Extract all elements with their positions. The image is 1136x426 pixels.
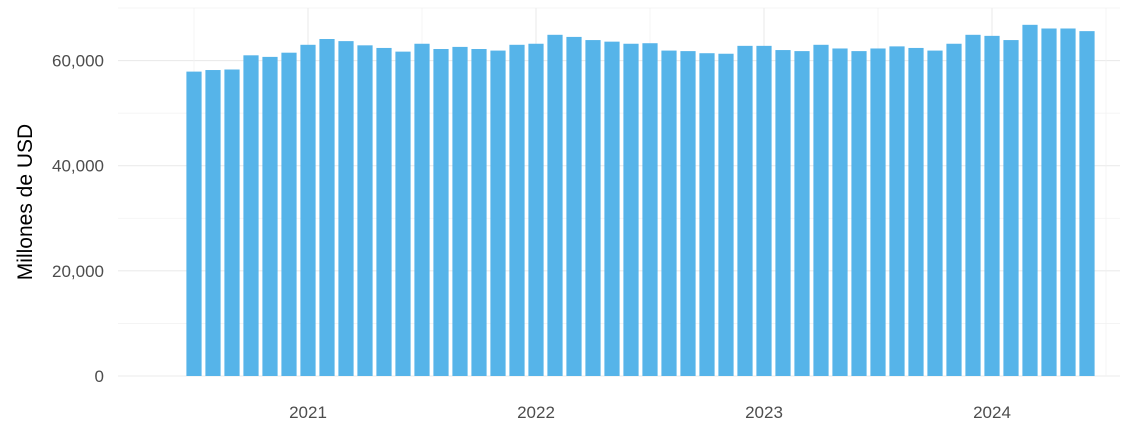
bar-2020-11 [262, 56, 278, 376]
bar-2022-10 [699, 53, 715, 377]
bar-2022-05 [604, 41, 620, 377]
bar-2020-07 [186, 71, 202, 377]
y-axis-title: Millones de USD [14, 124, 37, 280]
bar-2023-03 [794, 51, 810, 377]
bar-2024-05 [1060, 28, 1076, 376]
x-tick-label: 2021 [289, 403, 327, 422]
bar-2023-05 [832, 48, 848, 376]
bar-2022-09 [680, 51, 696, 377]
bar-2023-06 [851, 51, 867, 377]
bar-2020-09 [224, 69, 240, 376]
bar-2021-12 [509, 44, 525, 377]
x-tick-label: 2022 [517, 403, 555, 422]
bar-2024-04 [1041, 28, 1057, 376]
bar-2022-11 [718, 53, 734, 377]
bar-2021-07 [414, 43, 430, 376]
bar-2021-09 [452, 46, 468, 377]
bar-2021-03 [338, 41, 354, 377]
bar-2022-01 [528, 43, 544, 376]
bar-2021-10 [471, 49, 487, 376]
bar-2022-02 [547, 34, 563, 377]
bar-2020-10 [243, 55, 259, 377]
bar-2022-04 [585, 40, 601, 376]
bar-2021-08 [433, 49, 449, 376]
bar-2023-10 [927, 50, 943, 376]
bar-2023-12 [965, 34, 981, 377]
bar-2024-02 [1003, 40, 1019, 376]
bar-2022-12 [737, 45, 753, 376]
bar-2024-01 [984, 35, 1000, 377]
bar-2021-02 [319, 39, 335, 377]
y-tick-label: 20,000 [52, 262, 104, 281]
bar-2022-07 [642, 43, 658, 376]
bar-2024-03 [1022, 24, 1038, 376]
y-tick-label: 60,000 [52, 52, 104, 71]
bar-2021-04 [357, 45, 373, 376]
bar-2022-06 [623, 43, 639, 376]
bar-2021-01 [300, 44, 316, 377]
bar-2023-04 [813, 44, 829, 377]
x-tick-label: 2024 [973, 403, 1011, 422]
bar-2023-09 [908, 47, 924, 376]
bar-2023-01 [756, 45, 772, 376]
bar-2024-06 [1079, 31, 1095, 376]
y-tick-label: 40,000 [52, 157, 104, 176]
bar-2023-11 [946, 43, 962, 376]
bar-2023-07 [870, 48, 886, 376]
bar-2023-02 [775, 50, 791, 377]
bar-2021-06 [395, 51, 411, 376]
bar-2020-12 [281, 52, 297, 376]
bar-2021-11 [490, 50, 506, 376]
bar-2023-08 [889, 46, 905, 376]
bar-2020-08 [205, 70, 221, 376]
y-axis-ticks: 0 20,000 40,000 60,000 [52, 52, 104, 386]
x-tick-label: 2023 [745, 403, 783, 422]
bars [186, 24, 1095, 377]
y-tick-label: 0 [95, 367, 104, 386]
bar-2021-05 [376, 47, 392, 376]
x-axis-ticks: 2021 2022 2023 2024 [289, 403, 1011, 422]
bar-2022-08 [661, 50, 677, 376]
bar-2022-03 [566, 36, 582, 376]
